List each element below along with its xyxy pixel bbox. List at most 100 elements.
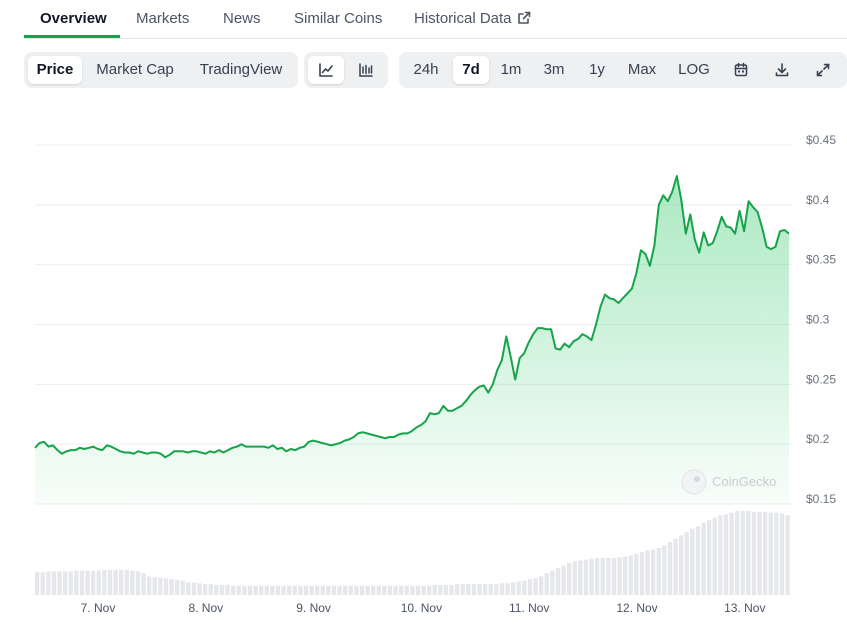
volume-bar — [751, 511, 757, 595]
price-area — [35, 176, 789, 504]
calendar-button[interactable] — [725, 56, 757, 84]
volume-bar — [460, 584, 465, 595]
log-scale-button[interactable]: LOG — [678, 61, 710, 78]
volume-bars — [35, 511, 790, 595]
volume-bar — [85, 570, 90, 595]
download-button[interactable] — [766, 56, 798, 84]
volume-bar — [432, 584, 437, 595]
range-1m-button[interactable]: 1m — [500, 61, 522, 78]
volume-bar — [567, 563, 572, 595]
volume-bar — [169, 579, 174, 595]
volume-bar — [91, 570, 96, 595]
line-chart-button[interactable] — [308, 56, 344, 84]
volume-bar — [135, 571, 141, 595]
volume-bar — [404, 585, 409, 595]
volume-bar — [197, 583, 202, 595]
volume-bar — [57, 571, 62, 595]
volume-bar — [119, 569, 124, 595]
volume-bar — [561, 565, 566, 595]
tab-similar-coins[interactable]: Similar Coins — [294, 10, 383, 27]
volume-bar — [130, 570, 135, 595]
volume-bar — [371, 585, 376, 595]
download-icon — [775, 63, 789, 77]
volume-bar — [656, 547, 661, 595]
range-24h-button[interactable]: 24h — [413, 61, 439, 78]
volume-bar — [214, 584, 219, 595]
volume-bar — [365, 585, 370, 595]
x-tick-label: 7. Nov — [81, 601, 116, 615]
y-tick-label: $0.35 — [806, 253, 836, 267]
volume-bar — [768, 512, 773, 595]
volume-bar — [236, 585, 241, 595]
volume-bar — [466, 584, 471, 595]
line-chart-icon — [319, 63, 333, 77]
volume-bar — [511, 582, 516, 595]
volume-bar — [483, 584, 488, 595]
volume-bar — [583, 559, 589, 595]
volume-bar — [376, 585, 381, 595]
range-max-button[interactable]: Max — [627, 61, 657, 78]
volume-bar — [774, 512, 779, 595]
volume-bar — [253, 585, 258, 595]
volume-bar — [550, 570, 555, 595]
volume-bar — [572, 561, 577, 595]
volume-bar — [695, 526, 701, 595]
expand-icon — [816, 63, 830, 77]
volume-bar — [331, 585, 337, 595]
volume-bar — [175, 579, 180, 595]
price-button[interactable]: Price — [28, 56, 82, 84]
range-3m-button[interactable]: 3m — [543, 61, 565, 78]
active-tab-indicator — [24, 35, 120, 38]
volume-bar — [662, 545, 667, 595]
volume-bar — [477, 584, 482, 595]
volume-bar — [578, 560, 583, 595]
volume-bar — [79, 570, 85, 595]
volume-bar — [455, 584, 460, 595]
volume-bar — [634, 553, 639, 595]
market-cap-button[interactable]: Market Cap — [96, 61, 174, 78]
volume-bar — [102, 569, 107, 595]
tab-historical-data[interactable]: Historical Data — [414, 10, 531, 27]
volume-bar — [639, 552, 645, 595]
tab-markets[interactable]: Markets — [136, 10, 190, 27]
x-tick-label: 10. Nov — [401, 601, 442, 615]
x-axis: 7. Nov 8. Nov 9. Nov 10. Nov 11. Nov 12. Nov 1… — [81, 601, 766, 615]
volume-bar — [539, 576, 544, 595]
candlestick-chart-icon — [359, 63, 373, 77]
volume-bar — [225, 584, 230, 595]
tradingview-button[interactable]: TradingView — [199, 61, 283, 78]
volume-bar — [247, 585, 253, 595]
volume-bar — [186, 582, 191, 595]
volume-bar — [180, 580, 185, 595]
fullscreen-button[interactable] — [807, 56, 839, 84]
top-nav: Overview Markets News Similar Coins Hist… — [24, 0, 847, 39]
time-range-group: 24h 7d 1m 3m 1y Max LOG — [399, 52, 847, 88]
tab-news[interactable]: News — [223, 10, 261, 27]
y-tick-label: $0.25 — [806, 372, 836, 386]
volume-bar — [337, 585, 342, 595]
volume-bar — [701, 522, 706, 595]
volume-bar — [645, 550, 650, 595]
y-axis: $0.45 $0.4 $0.35 $0.3 $0.25 $0.2 $0.15 — [806, 133, 836, 506]
volume-bar — [740, 511, 745, 595]
volume-bar — [415, 585, 421, 595]
volume-bar — [292, 585, 297, 595]
volume-bar — [242, 585, 247, 595]
x-tick-label: 11. Nov — [509, 601, 549, 615]
volume-bar — [270, 585, 275, 595]
volume-bar — [611, 558, 617, 595]
volume-bar — [746, 511, 751, 595]
volume-bar — [427, 585, 432, 595]
candlestick-chart-button[interactable] — [348, 56, 384, 84]
volume-bar — [393, 585, 398, 595]
range-1y-button[interactable]: 1y — [589, 61, 605, 78]
tab-overview[interactable]: Overview — [40, 10, 107, 27]
volume-bar — [785, 515, 790, 595]
volume-bar — [707, 520, 712, 595]
volume-bar — [779, 513, 785, 595]
volume-bar — [208, 584, 213, 595]
range-7d-button[interactable]: 7d — [453, 56, 489, 84]
volume-bar — [303, 585, 309, 595]
price-line — [34, 175, 790, 459]
volume-bar — [35, 572, 40, 595]
